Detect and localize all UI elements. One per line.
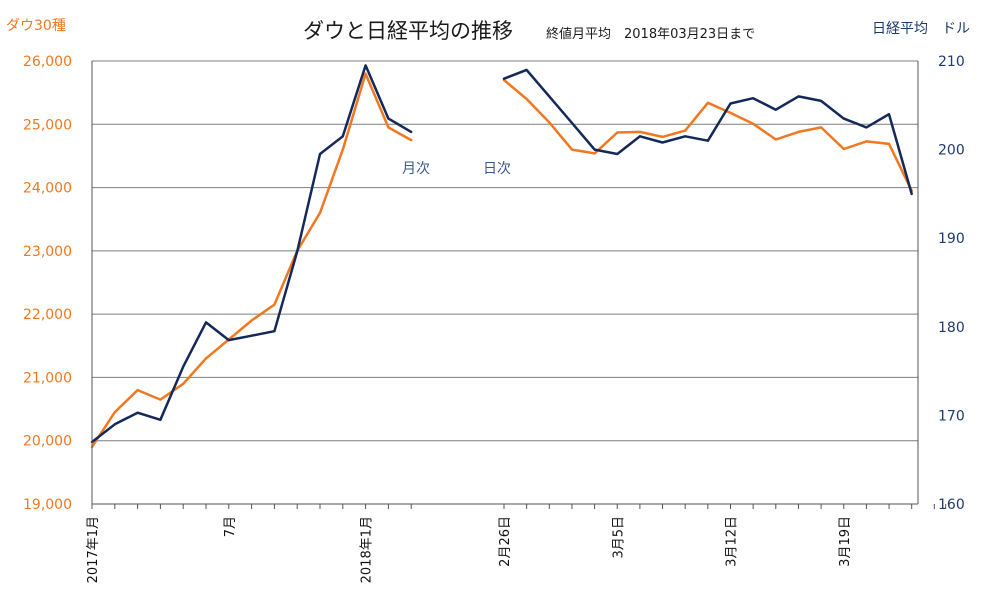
left-tick-label: 19,000	[23, 497, 72, 513]
right-tick-label: 190	[938, 231, 965, 247]
x-tick-label: 3月5日	[611, 516, 626, 559]
monthly-segment-label: 月次	[402, 161, 430, 177]
left-tick-label: 25,000	[23, 117, 72, 133]
daily-segment-label: 日次	[483, 161, 511, 177]
daily-nikkei-line	[502, 68, 913, 196]
left-axis-label: ダウ30種	[6, 18, 66, 34]
x-axis-ticks: 2017年1月 7月 2018年1月 2月26日 3月5日 3月12日 3月19日	[86, 504, 947, 583]
series-lines	[90, 64, 913, 449]
x-tick-label: 3月19日	[838, 516, 853, 567]
right-tick-label: 170	[938, 408, 965, 424]
left-tick-label: 23,000	[23, 244, 72, 260]
right-axis-label: 日経平均 ドル	[872, 21, 970, 37]
x-tick-label: 2018年1月	[360, 516, 375, 583]
right-tick-label: 160	[938, 497, 965, 513]
left-tick-label: 20,000	[23, 434, 72, 450]
right-tick-label: 200	[938, 143, 965, 159]
x-tick-label: 2月26日	[498, 516, 513, 567]
left-tick-label: 21,000	[23, 370, 72, 386]
x-tick-label: 2017年1月	[86, 516, 101, 583]
x-tick-label: 3月12日	[725, 516, 740, 567]
left-tick-label: 26,000	[23, 54, 72, 70]
right-tick-label: 210	[938, 54, 965, 70]
monthly-nikkei-line	[90, 64, 413, 444]
left-axis-ticks: 19,000 20,000 21,000 22,000 23,000 24,000 25,0…	[23, 54, 72, 513]
gridlines	[92, 60, 918, 442]
left-tick-label: 24,000	[23, 181, 72, 197]
right-axis-ticks: 160 170 180 190 200 210	[938, 54, 965, 513]
daily-dow-line	[502, 78, 913, 192]
left-tick-label: 22,000	[23, 307, 72, 323]
right-tick-label: 180	[938, 320, 965, 336]
chart-title: ダウと日経平均の推移	[303, 19, 513, 43]
chart-subtitle: 終値月平均 2018年03月23日まで	[546, 26, 755, 42]
x-tick-label: 7月	[223, 516, 238, 537]
axes	[91, 61, 919, 505]
monthly-dow-line	[90, 72, 413, 449]
